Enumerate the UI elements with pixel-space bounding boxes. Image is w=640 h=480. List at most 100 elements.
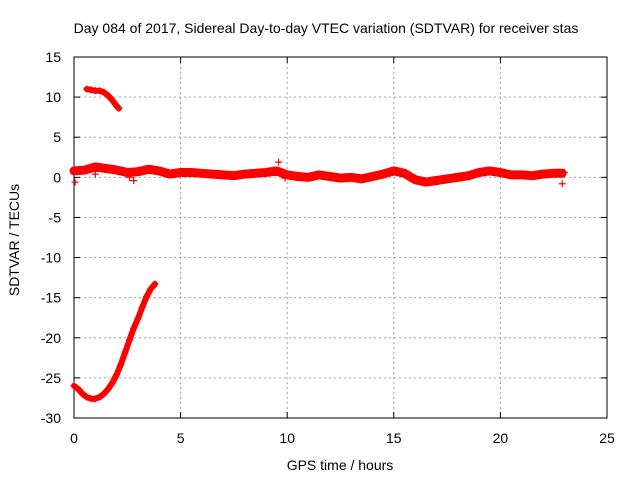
grid-lines <box>74 57 607 418</box>
y-tick-label: -25 <box>41 370 61 386</box>
satellite-arc-upper-point <box>87 86 95 94</box>
main-band-point <box>209 170 217 178</box>
main-band-point <box>134 168 142 176</box>
y-tick-label: -15 <box>41 290 61 306</box>
main-band-point <box>528 172 536 180</box>
satellite-arc-lower-point <box>108 379 116 387</box>
satellite-arc-lower-point <box>117 360 125 368</box>
satellite-arc-lower-point <box>138 303 146 311</box>
satellite-arc-lower-point <box>74 385 82 393</box>
satellite-arc-upper-point <box>83 85 91 93</box>
main-band-point <box>432 177 440 185</box>
main-band-point <box>400 169 408 177</box>
satellite-arc-lower-point <box>79 390 87 398</box>
main-band-point <box>443 175 451 183</box>
satellite-arc-upper-point <box>108 96 116 104</box>
main-band-point <box>518 171 526 179</box>
main-band-point <box>177 169 185 177</box>
data-points <box>69 85 568 403</box>
satellite-arc-lower-point <box>142 293 150 301</box>
outlier-point <box>71 178 79 186</box>
y-tick-label: 5 <box>53 129 61 145</box>
satellite-arc-lower-point <box>96 393 104 401</box>
main-band-point <box>315 171 323 179</box>
main-band-point <box>326 173 334 181</box>
x-axis-label: GPS time / hours <box>287 457 394 473</box>
main-band-point <box>337 174 344 182</box>
x-tick-label: 25 <box>599 430 615 446</box>
main-band-point <box>379 170 387 178</box>
satellite-arc-lower-point <box>83 393 91 401</box>
satellite-arc-lower-point <box>113 371 121 379</box>
x-tick-label: 10 <box>279 430 295 446</box>
main-band-point <box>464 172 472 180</box>
satellite-arc-upper-point <box>96 87 104 95</box>
axis-ticks <box>73 56 608 419</box>
main-band-point <box>81 166 89 174</box>
main-band-point <box>251 169 259 177</box>
main-band-point <box>486 167 494 175</box>
main-band-point <box>123 169 131 177</box>
satellite-arc-upper-point <box>100 88 108 96</box>
main-band-point <box>550 169 558 177</box>
main-band-point <box>411 176 419 184</box>
x-tick-label: 15 <box>386 430 402 446</box>
satellite-arc-lower-point <box>151 280 159 288</box>
main-band-point <box>241 170 249 178</box>
satellite-arc-lower-point <box>70 382 78 390</box>
main-band-point <box>187 169 195 177</box>
satellite-arc-lower-point <box>91 395 99 403</box>
outlier-point <box>130 177 138 185</box>
satellite-arc-upper-point <box>115 104 123 112</box>
main-band-point <box>475 169 483 177</box>
main-band-point <box>294 173 302 181</box>
y-tick-labels: 15 10 5 0 -5 -10 -15 -20 -25 -30 <box>41 49 61 426</box>
main-band-point <box>454 173 462 181</box>
x-tick-label: 0 <box>70 430 78 446</box>
main-band-point <box>113 166 121 174</box>
main-band-point <box>145 165 153 173</box>
outlier-point <box>558 180 566 188</box>
x-tick-label: 20 <box>493 430 509 446</box>
satellite-arc-upper-point <box>104 92 112 100</box>
x-tick-labels: 0 5 10 15 20 25 <box>70 430 615 446</box>
satellite-arc-lower-point <box>147 285 155 293</box>
main-band-point <box>507 171 515 179</box>
main-band-point <box>102 165 110 173</box>
outlier-point <box>91 170 99 178</box>
y-tick-label: 15 <box>45 49 61 65</box>
satellite-arc-lower-point <box>130 324 138 332</box>
y-tick-label: 0 <box>53 169 61 185</box>
main-band-point <box>539 170 547 178</box>
x-tick-label: 5 <box>177 430 185 446</box>
plot-frame <box>73 56 608 419</box>
main-band-point <box>166 170 174 178</box>
main-band-point <box>347 173 355 181</box>
y-tick-label: -30 <box>41 410 61 426</box>
main-band-point <box>273 167 281 175</box>
main-band-point <box>496 169 504 177</box>
outlier-point <box>125 173 133 181</box>
y-tick-label: 10 <box>45 89 61 105</box>
main-band-point <box>155 167 163 175</box>
satellite-arc-lower-point <box>134 315 142 323</box>
outlier-point <box>560 169 568 177</box>
y-tick-label: -20 <box>41 330 61 346</box>
chart-title: Day 084 of 2017, Sidereal Day-to-day VTE… <box>74 20 579 36</box>
main-band-point <box>70 167 78 175</box>
satellite-arc-lower-point <box>121 348 129 356</box>
outlier-point <box>275 158 283 166</box>
main-band-point <box>305 173 313 181</box>
main-band-point <box>91 163 99 171</box>
satellite-arc-lower-point <box>104 385 112 393</box>
satellite-arc-lower-point <box>100 390 108 398</box>
satellite-arc-lower-trace <box>71 281 158 402</box>
main-band-point <box>358 175 366 183</box>
main-band-point <box>368 173 376 181</box>
outlier-point <box>281 174 289 182</box>
main-band-point <box>219 171 227 179</box>
y-axis-label: SDTVAR / TECUs <box>6 184 22 296</box>
main-band-point <box>422 178 430 186</box>
main-band-point <box>230 172 238 180</box>
